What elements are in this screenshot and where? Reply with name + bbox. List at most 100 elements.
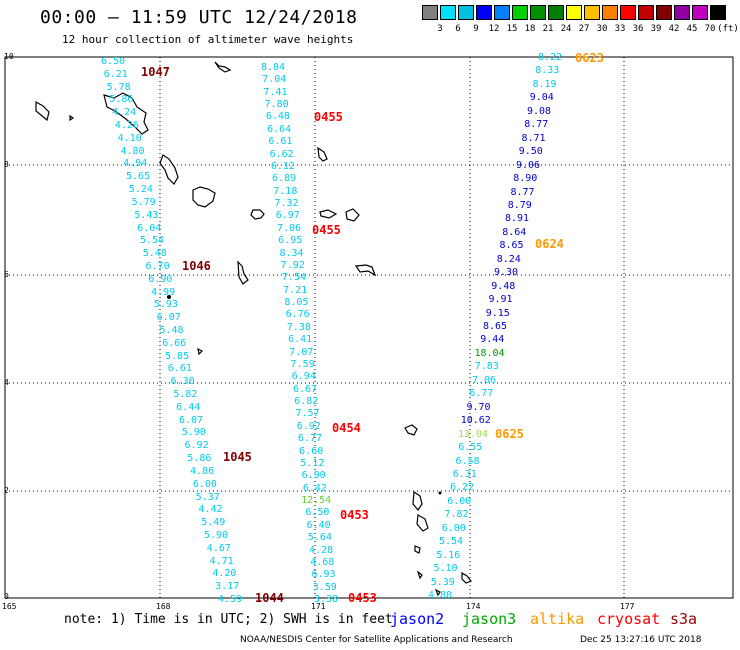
colorbar-swatch (458, 5, 474, 20)
wave-height-value: 5.86 (109, 94, 134, 106)
colorbar-label: 3 (437, 24, 443, 34)
colorbar-swatch (710, 5, 726, 20)
island-outline (319, 209, 338, 219)
colorbar-swatch (440, 5, 456, 20)
island-outline (461, 571, 472, 584)
colorbar-label: 6 (455, 24, 461, 34)
wave-height-value: 4.26 (114, 120, 139, 132)
wave-height-value: 6.64 (267, 123, 292, 135)
wave-height-value: 7.57 (295, 408, 320, 420)
wave-height-value: 6.42 (302, 482, 327, 494)
wave-height-value: 6.94 (291, 371, 316, 383)
island-outline (214, 61, 232, 73)
wave-height-value: 12.54 (301, 495, 332, 507)
wave-height-value: 6.76 (285, 309, 310, 321)
wave-height-value: 8.19 (532, 78, 557, 90)
wave-height-value: 6.07 (178, 414, 204, 426)
wave-height-value: 6.90 (148, 273, 173, 285)
colorbar-swatch (566, 5, 582, 20)
wave-height-value: 8.64 (502, 226, 527, 238)
wave-height-value: 7.18 (273, 185, 298, 197)
wave-height-value: 6.95 (278, 235, 303, 247)
wave-height-value: 6.62 (269, 148, 294, 160)
wave-height-value: 8.77 (510, 186, 535, 198)
wave-height-value: 5.24 (128, 184, 153, 196)
wave-height-value: 6.58 (455, 455, 480, 467)
island-outline (412, 490, 423, 512)
wave-height-value: 6.92 (296, 420, 321, 432)
wave-height-value: 5.16 (436, 549, 461, 561)
wave-height-value: 5.10 (433, 563, 458, 575)
wave-height-value: 8.79 (507, 199, 532, 211)
wave-height-value: 6.60 (299, 445, 324, 457)
wave-height-value: 5.48 (142, 248, 167, 260)
wave-height-value: 8.22 (537, 52, 563, 63)
colorbar-swatch (584, 5, 600, 20)
island-outline (404, 424, 418, 436)
wave-height-value: 8.65 (499, 240, 524, 252)
wave-height-value: 6.41 (288, 334, 313, 346)
wave-height-value: 6.22 (449, 482, 475, 494)
wave-height-value: 4.28 (309, 544, 334, 556)
wave-height-value: 6.90 (301, 470, 326, 482)
wave-height-value: 3.38 (313, 594, 339, 605)
wave-height-value: 7.59 (290, 358, 315, 370)
wave-height-value: 8.71 (521, 132, 546, 144)
wave-height-value: 5.90 (181, 427, 206, 439)
wave-height-value: 4.10 (117, 132, 142, 144)
footer-note: note: 1) Time is in UTC; 2) SWH is in fe… (64, 612, 393, 627)
wave-height-value: 6.61 (268, 136, 293, 148)
wave-height-value: 7.06 (276, 222, 302, 234)
wave-height-value: 9.30 (493, 267, 519, 279)
wave-height-value: 6.50 (100, 56, 126, 67)
wave-height-value: 8.04 (260, 62, 286, 73)
wave-height-value: 6.07 (156, 312, 181, 324)
colorbar-label: 18 (524, 24, 536, 34)
wave-height-value: 13.04 (457, 428, 489, 440)
wave-height-value: 4.71 (209, 555, 234, 567)
wave-height-value: 6.00 (447, 495, 472, 507)
wave-height-value: 9.15 (485, 307, 510, 319)
wave-height-value: 4.99 (151, 286, 176, 298)
wave-height-value: 5.85 (165, 350, 190, 362)
island-outline (35, 100, 50, 122)
colorbar-swatch (476, 5, 492, 20)
wave-height-value: 5.86 (187, 453, 212, 465)
wave-height-value: 6.97 (275, 210, 300, 222)
wave-height-value: 9.50 (518, 146, 543, 158)
x-tick-label: 171 (311, 602, 326, 611)
wave-height-value: 4.68 (310, 556, 335, 568)
y-tick-label: 10 (4, 52, 14, 61)
wave-height-value: 5.65 (126, 171, 151, 183)
wave-height-value: 6.93 (311, 569, 336, 581)
wave-height-value: 6.92 (184, 440, 209, 452)
wave-height-value: 5.82 (173, 389, 198, 401)
pass-time-label: 0454 (332, 421, 361, 435)
wave-height-value: 4.86 (190, 465, 215, 477)
wave-height-value: 10.62 (460, 415, 491, 427)
wave-height-value: 7.82 (444, 509, 469, 521)
wave-height-value: 6.77 (297, 433, 323, 445)
wave-height-value: 4.20 (212, 568, 237, 580)
island-outline (250, 209, 265, 220)
wave-height-value: 18.04 (474, 347, 505, 359)
wave-height-value: 3.59 (312, 581, 337, 593)
wave-height-value: 4.80 (120, 145, 145, 157)
wave-height-value: 7.80 (264, 99, 289, 111)
map-grid (5, 57, 733, 598)
wave-height-value: 6.12 (270, 160, 295, 172)
wave-height-value: 5.43 (134, 209, 159, 221)
colorbar-swatch (602, 5, 618, 20)
colorbar-label: 45 (686, 24, 698, 34)
colorbar-label: (ft) (717, 24, 739, 34)
satellite-legend-jason3: jason3 (462, 610, 517, 628)
wave-height-value: 3.17 (215, 581, 240, 593)
wave-height-value: 6.66 (162, 337, 187, 349)
colorbar-swatch (692, 5, 708, 20)
wave-height-value: 5.64 (307, 532, 332, 544)
wave-height-value: 4.80 (427, 590, 453, 601)
island-outline (192, 186, 216, 208)
wave-height-value: 5.48 (159, 325, 184, 336)
colorbar-label: 39 (650, 24, 662, 34)
